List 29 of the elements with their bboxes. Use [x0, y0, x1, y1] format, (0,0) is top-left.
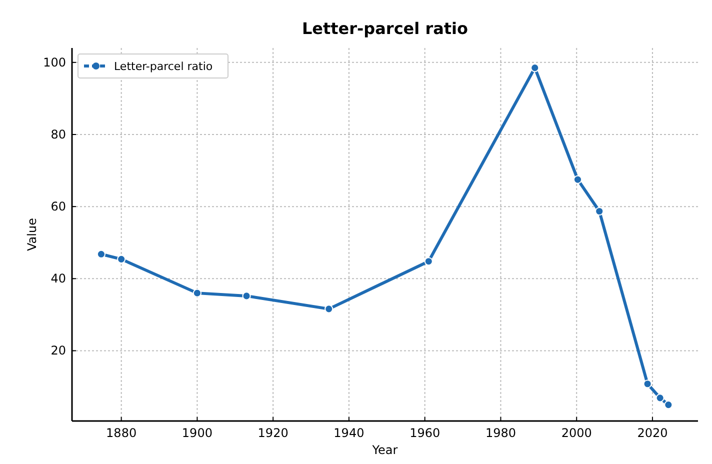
- point: [242, 292, 251, 300]
- x-tick-label: 1960: [410, 426, 440, 440]
- y-tick-label: 40: [50, 272, 66, 286]
- point: [192, 288, 202, 298]
- x-tick-label: 1980: [485, 426, 516, 440]
- x-tick-label: 2000: [561, 426, 592, 440]
- point: [643, 380, 652, 388]
- legend-label: Letter-parcel ratio: [114, 60, 213, 73]
- x-tick-label: 1880: [106, 426, 137, 440]
- x-axis-title: Year: [371, 443, 398, 457]
- y-axis-title: Value: [25, 218, 39, 251]
- point: [96, 250, 106, 258]
- point: [573, 175, 582, 184]
- point: [424, 257, 433, 266]
- x-tick-label: 1920: [258, 426, 288, 440]
- point: [595, 206, 604, 216]
- point: [664, 400, 673, 410]
- chart-title: Letter-parcel ratio: [302, 19, 468, 38]
- x-tick-label: 2020: [637, 426, 668, 440]
- x-tick-label: 1900: [182, 426, 212, 440]
- point: [656, 394, 664, 402]
- x-tick-label: 1940: [334, 426, 364, 440]
- y-tick-label: 100: [43, 55, 66, 70]
- y-tick-label: 60: [50, 200, 66, 214]
- point: [117, 254, 126, 264]
- point: [324, 304, 334, 314]
- point: [530, 64, 540, 72]
- y-tick-label: 80: [50, 127, 66, 142]
- y-tick-label: 20: [50, 344, 66, 358]
